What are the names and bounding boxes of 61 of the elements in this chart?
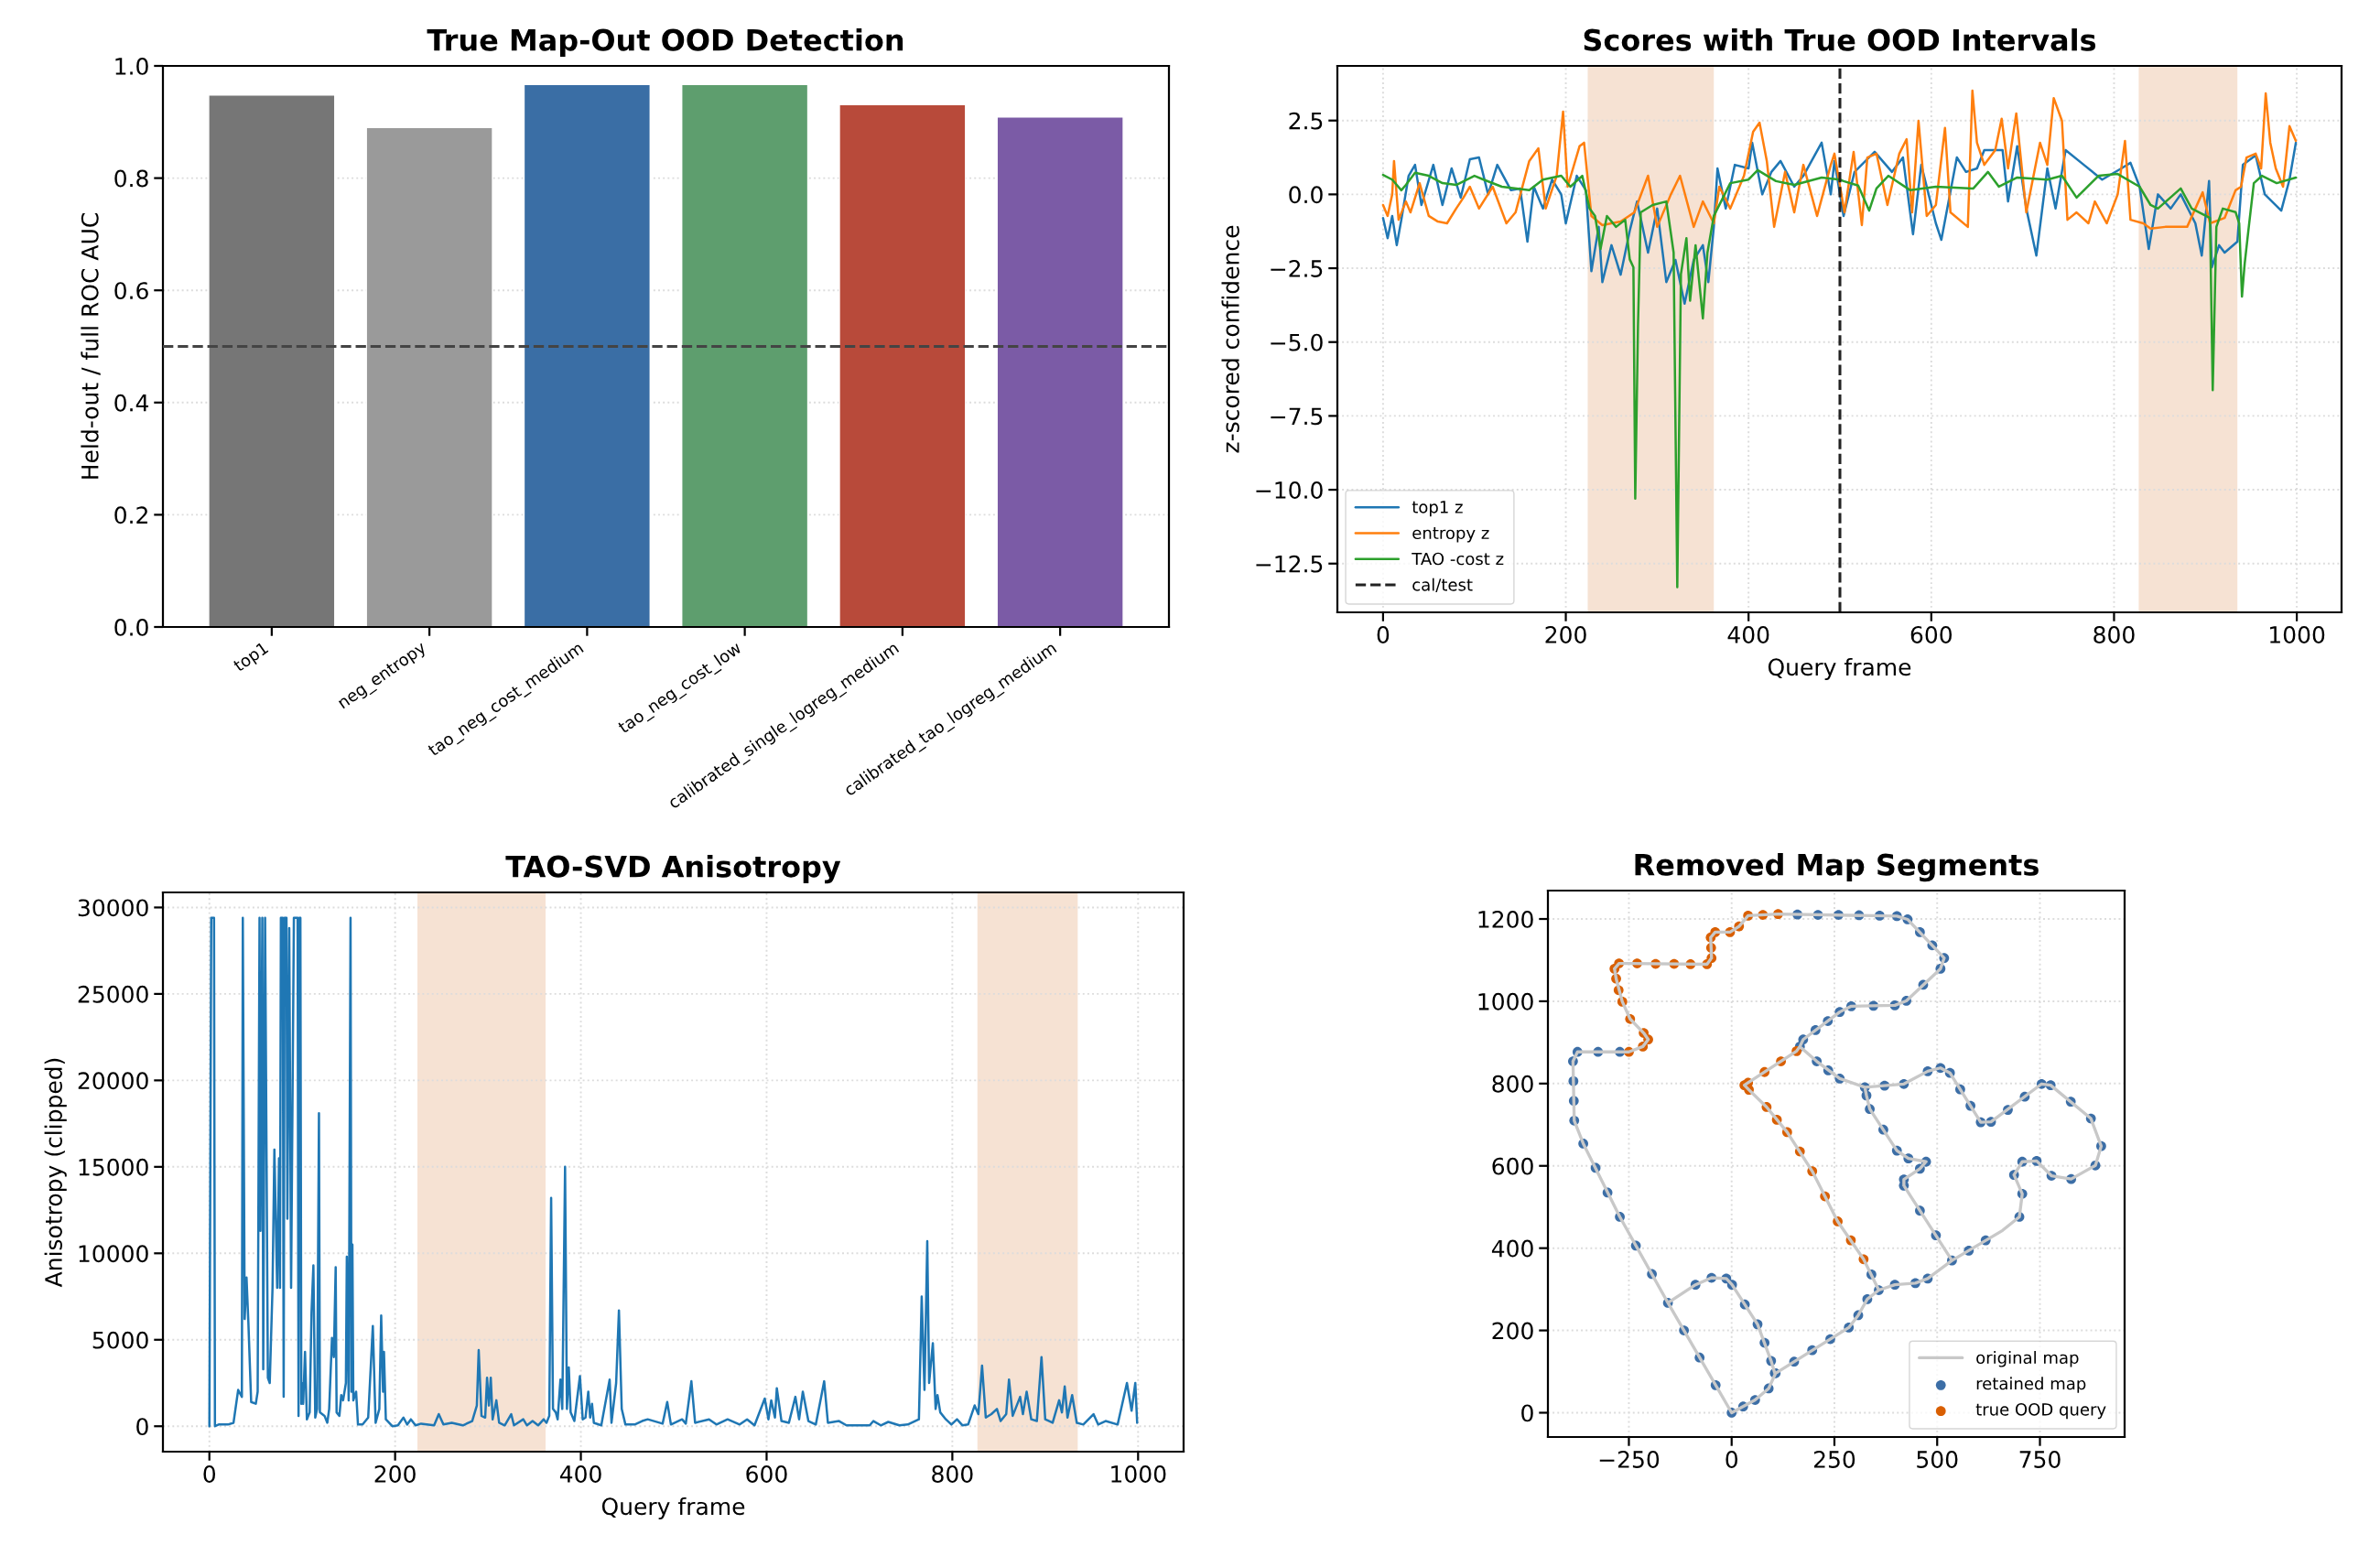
x-axis-title: Query frame <box>1768 657 1911 681</box>
y-tick-label: 0 <box>136 1418 148 1436</box>
y-tick-label: 25000 <box>78 985 148 1003</box>
y-tick-label: 600 <box>1492 1157 1533 1175</box>
y-tick-label: 800 <box>1492 1075 1533 1093</box>
chart-title: Removed Map Segments <box>1635 853 2039 882</box>
x-tick-label: 200 <box>1545 626 1586 643</box>
x-tick-label: 600 <box>746 1465 787 1483</box>
y-axis-title: Held-out / full ROC AUC <box>81 213 101 479</box>
chart-title: True Map-Out OOD Detection <box>427 28 903 57</box>
y-tick-label: 0.2 <box>114 506 147 524</box>
y-tick-label: 15000 <box>79 1158 148 1176</box>
legend-label: true OOD query <box>1975 1402 2106 1420</box>
x-tick-label: 1000 <box>2270 626 2325 643</box>
y-tick-label: 1.0 <box>115 57 148 75</box>
y-tick-label: 0.0 <box>1289 186 1323 204</box>
x-tick-label: 200 <box>374 1465 416 1483</box>
y-tick-label: −10.0 <box>1256 481 1323 499</box>
y-tick-label: 0.8 <box>114 169 148 188</box>
x-tick-label: 0 <box>1377 626 1390 643</box>
y-tick-label: −7.5 <box>1271 407 1323 426</box>
y-tick-label: 30000 <box>78 899 148 917</box>
legend-label: retained map <box>1976 1377 2086 1393</box>
y-axis-title: Anisotropy (clipped) <box>44 1058 67 1288</box>
x-tick-label: 1000 <box>1111 1465 1166 1483</box>
legend-label: cal/test <box>1412 578 1473 593</box>
x-tick-label: 0 <box>203 1465 216 1483</box>
y-tick-label: −5.0 <box>1271 333 1323 351</box>
legend-label: TAO -cost z <box>1412 552 1504 566</box>
y-tick-label: 1000 <box>1478 992 1533 1010</box>
y-tick-label: 200 <box>1492 1322 1533 1340</box>
x-tick-label: 600 <box>1910 626 1953 643</box>
y-tick-label: 0.0 <box>114 618 148 636</box>
y-tick-label: 400 <box>1491 1239 1533 1258</box>
y-tick-label: 1200 <box>1478 910 1533 928</box>
x-tick-label: 500 <box>1917 1451 1958 1468</box>
y-tick-label: −12.5 <box>1256 555 1323 573</box>
x-tick-label: 400 <box>559 1465 601 1483</box>
x-tick-label: −250 <box>1599 1451 1660 1468</box>
x-tick-label: 0 <box>1726 1451 1738 1468</box>
legend-label: top1 z <box>1412 501 1463 517</box>
chart-title: Scores with True OOD Intervals <box>1584 28 2096 51</box>
x-tick-label: 250 <box>1813 1451 1855 1468</box>
legend-label: entropy z <box>1412 527 1489 543</box>
x-tick-label: 800 <box>2093 626 2135 643</box>
y-tick-label: 2.5 <box>1289 112 1323 130</box>
x-tick-label: 400 <box>1727 626 1769 643</box>
x-axis-title: Query frame <box>601 1497 745 1520</box>
x-tick-label: 750 <box>2019 1451 2061 1468</box>
y-tick-label: 0 <box>1521 1404 1533 1422</box>
y-tick-label: 20000 <box>78 1072 148 1090</box>
legend-label: original map <box>1976 1351 2079 1367</box>
y-tick-label: 5000 <box>92 1331 148 1349</box>
chart-title: TAO-SVD Anisotropy <box>505 855 841 884</box>
x-tick-label: top1 <box>232 642 271 675</box>
x-tick-label: 800 <box>932 1465 973 1483</box>
y-tick-label: 10000 <box>79 1245 148 1263</box>
y-tick-label: −2.5 <box>1271 259 1323 277</box>
y-tick-label: 0.6 <box>114 282 148 300</box>
y-tick-label: 0.4 <box>114 394 149 412</box>
y-axis-title: z-scored confidence <box>1221 225 1239 453</box>
